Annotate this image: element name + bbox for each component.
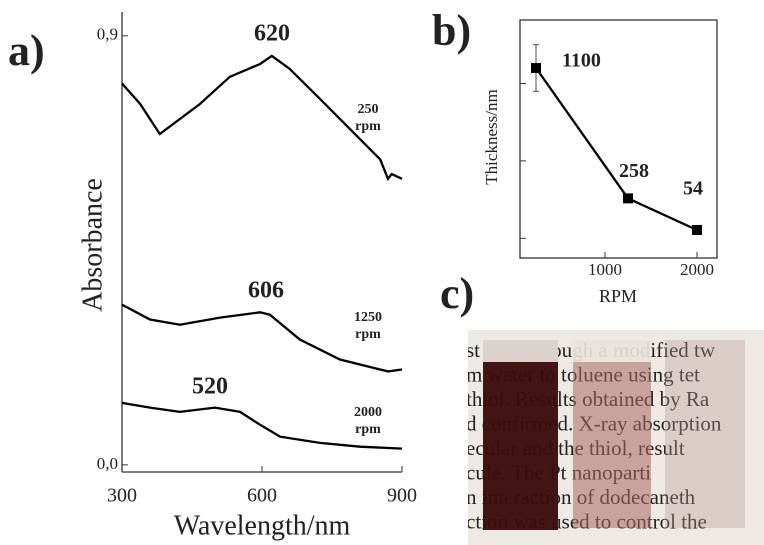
y-axis-title: Thickness/nm xyxy=(482,89,501,184)
x-tick-label: 900 xyxy=(387,485,417,507)
y-axis-title: Absorbance xyxy=(77,178,108,312)
marker xyxy=(623,193,634,204)
data-line xyxy=(121,401,403,450)
series-label: rpm xyxy=(355,327,381,342)
y-tick-label: 0,0 xyxy=(97,454,118,473)
x-tick-label: 2000 xyxy=(680,260,714,279)
x-axis-title: Wavelength/nm xyxy=(174,510,351,541)
photo: st time through a modified twm water to … xyxy=(468,330,764,545)
data-label: 54 xyxy=(683,178,703,200)
series-label: 250 xyxy=(358,102,379,117)
data-line xyxy=(121,54,403,182)
peak-annotation: 620 xyxy=(254,21,290,47)
panel-label: c) xyxy=(440,269,474,318)
x-tick-label: 600 xyxy=(247,485,277,507)
cuvette-dark xyxy=(483,340,558,530)
cuvette-medium xyxy=(573,340,651,528)
x-axis-title: RPM xyxy=(599,286,637,306)
panel-label: a) xyxy=(8,26,45,75)
peak-annotation: 606 xyxy=(248,278,284,304)
data-line xyxy=(121,303,403,373)
cuvette-top xyxy=(573,340,651,362)
series-label: 2000 xyxy=(354,405,382,420)
marker xyxy=(692,224,703,235)
panel-label: b) xyxy=(432,6,471,55)
y-tick-label: 0,9 xyxy=(97,25,118,44)
peak-annotation: 520 xyxy=(192,374,228,400)
series-label: rpm xyxy=(355,119,381,134)
cuvette-light xyxy=(665,340,745,528)
data-line xyxy=(535,67,698,232)
series-label: rpm xyxy=(355,422,381,437)
series-label: 1250 xyxy=(354,310,382,325)
data-label: 1100 xyxy=(562,50,601,72)
data-label: 258 xyxy=(619,160,649,182)
plot-frame xyxy=(519,19,718,259)
cuvette-top xyxy=(483,340,558,362)
x-tick-label: 300 xyxy=(107,485,137,507)
x-tick-label: 1000 xyxy=(588,260,622,279)
marker xyxy=(531,63,542,74)
